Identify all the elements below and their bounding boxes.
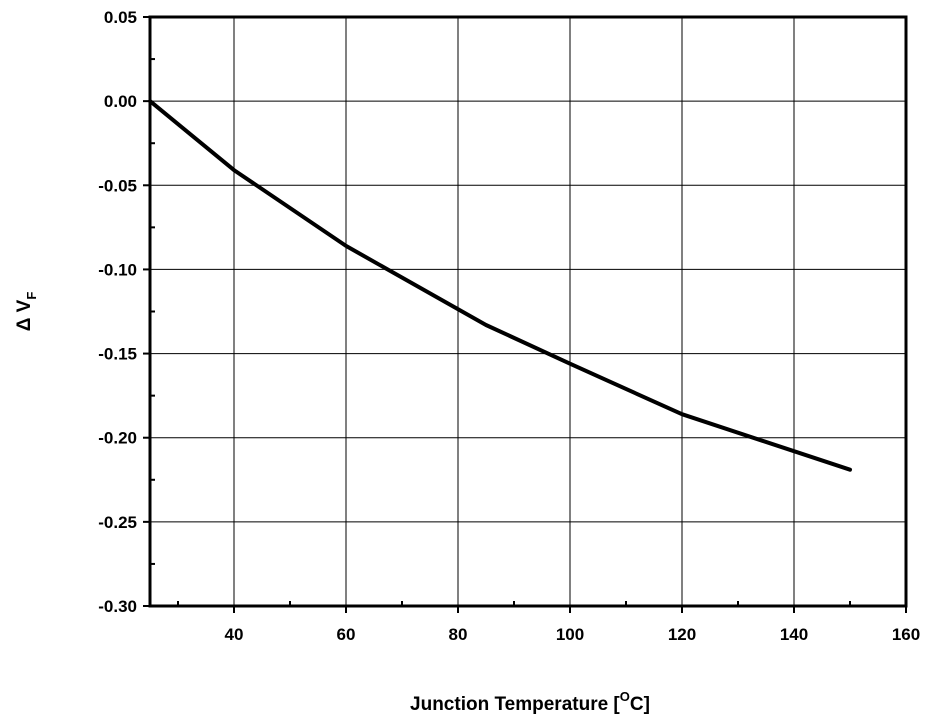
x-tick-label: 60: [337, 625, 356, 644]
series-layer: [148, 99, 852, 472]
x-tick-label: 160: [892, 625, 920, 644]
y-tick-label: -0.25: [98, 513, 137, 532]
y-tick-label: -0.30: [98, 597, 137, 616]
series-line: [148, 99, 852, 472]
y-tick-label: 0.05: [104, 8, 137, 27]
y-tick-label: -0.10: [98, 260, 137, 279]
y-tick-label: -0.15: [98, 345, 137, 364]
x-tick-label: 120: [668, 625, 696, 644]
y-tick-label: -0.20: [98, 429, 137, 448]
x-tick-label: 40: [225, 625, 244, 644]
minor-ticks: [150, 58, 851, 606]
x-tick-label: 140: [780, 625, 808, 644]
x-axis-title-unit: C]: [630, 694, 650, 715]
plot-area-frame: [148, 15, 908, 608]
x-tick-label: 100: [556, 625, 584, 644]
x-axis-title-degree: O: [620, 689, 630, 704]
x-axis-title: Junction Temperature [OC]: [410, 689, 650, 715]
y-axis-title-main: Δ V: [14, 299, 35, 331]
y-axis-ticks: 0.05 0.00 -0.05 -0.10 -0.15 -0.20 -0.25 -0.30: [98, 8, 150, 616]
y-tick-label: 0.00: [104, 92, 137, 111]
y-tick-label: -0.05: [98, 176, 137, 195]
x-axis-title-main: Junction Temperature [: [410, 694, 620, 715]
grid: [150, 17, 906, 606]
y-axis-title: Δ VF: [14, 292, 39, 332]
y-axis-title-subscript: F: [24, 292, 39, 300]
x-axis-ticks: 40 60 80 100 120 140 160: [225, 606, 920, 644]
x-tick-label: 80: [449, 625, 468, 644]
